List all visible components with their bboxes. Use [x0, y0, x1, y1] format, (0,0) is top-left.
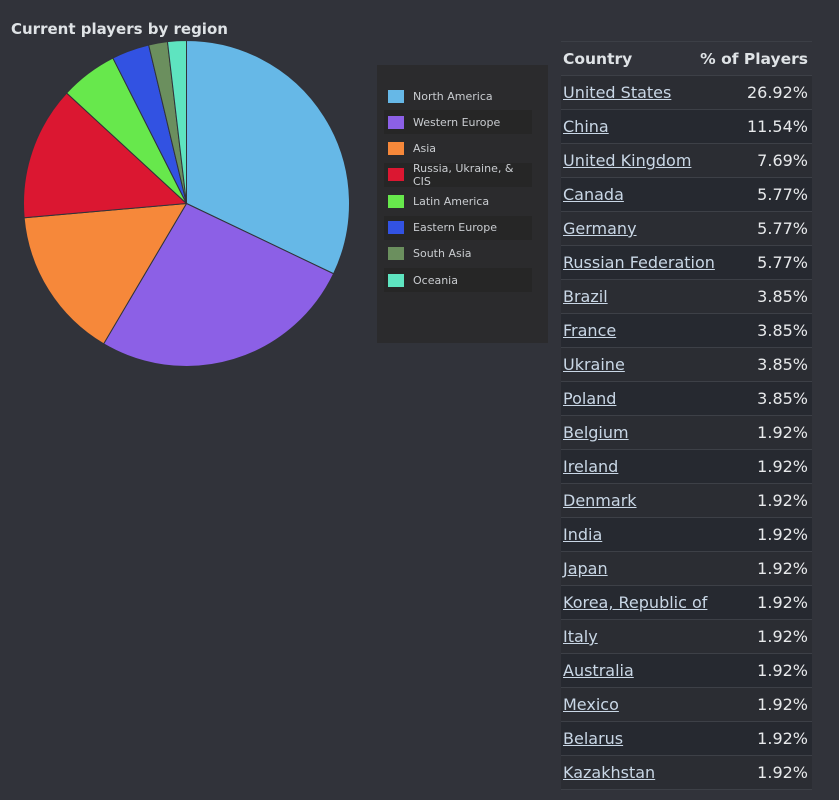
table-row: Belgium 1.92% [561, 416, 812, 450]
table-row: Mexico 1.92% [561, 688, 812, 722]
country-link[interactable]: Belarus [563, 729, 624, 748]
player-percentage: 1.92% [757, 593, 808, 612]
country-link[interactable]: Belgium [563, 423, 629, 442]
legend-label: South Asia [413, 247, 472, 261]
legend-swatch [388, 168, 404, 182]
legend-item[interactable]: Russia, Ukraine, & CIS [384, 161, 532, 188]
legend-label: Latin America [413, 194, 490, 208]
table-row: Japan 1.92% [561, 552, 812, 586]
legend-item[interactable]: Eastern Europe [384, 215, 532, 240]
table-row: Canada 5.77% [561, 178, 812, 212]
legend-label: Asia [413, 142, 437, 156]
country-link[interactable]: Australia [563, 661, 634, 680]
legend-label: Russia, Ukraine, & CIS [413, 161, 514, 188]
country-link[interactable]: China [563, 117, 609, 136]
player-percentage: 7.69% [757, 151, 808, 170]
country-link[interactable]: United States [563, 83, 672, 102]
player-percentage: 5.77% [757, 253, 808, 272]
player-percentage: 1.92% [757, 695, 808, 714]
table-row: Russian Federation 5.77% [561, 246, 812, 280]
table-row: United Kingdom 7.69% [561, 144, 812, 178]
legend-item[interactable]: South Asia [384, 242, 532, 266]
player-percentage: 3.85% [757, 355, 808, 374]
table-row: Poland 3.85% [561, 382, 812, 416]
table-row: France 3.85% [561, 314, 812, 348]
pie-slice-oceania [166, 39, 187, 204]
player-percentage: 1.92% [757, 457, 808, 476]
legend-label: North America [413, 89, 493, 103]
legend-item[interactable]: Latin America [384, 189, 532, 213]
legend-item[interactable]: Oceania [384, 268, 532, 293]
header-pct: % of Players [700, 49, 808, 68]
table-header-row: Country % of Players [561, 42, 812, 76]
country-link[interactable]: Mexico [563, 695, 619, 714]
chart-title: Current players by region [11, 20, 228, 38]
legend-swatch [388, 221, 404, 234]
table-row: Germany 5.77% [561, 212, 812, 246]
legend-label: Oceania [413, 273, 458, 287]
country-link[interactable]: Canada [563, 185, 624, 204]
player-percentage: 5.77% [757, 219, 808, 238]
country-link[interactable]: United Kingdom [563, 151, 692, 170]
player-percentage: 1.92% [757, 661, 808, 680]
player-percentage: 3.85% [757, 321, 808, 340]
player-percentage: 1.92% [757, 525, 808, 544]
country-link[interactable]: Ukraine [563, 355, 625, 374]
country-link[interactable]: Ireland [563, 457, 619, 476]
player-percentage: 1.92% [757, 763, 808, 782]
table-row: Ireland 1.92% [561, 450, 812, 484]
table-row: United States 26.92% [561, 76, 812, 110]
player-percentage: 11.54% [746, 117, 808, 136]
player-percentage: 3.85% [757, 287, 808, 306]
pie-slice-western-europe [102, 202, 335, 367]
table-row: Brazil 3.85% [561, 280, 812, 314]
country-link[interactable]: Denmark [563, 491, 637, 510]
country-link[interactable]: Japan [563, 559, 608, 578]
player-percentage: 1.92% [757, 491, 808, 510]
table-row: Belarus 1.92% [561, 722, 812, 756]
player-percentage: 3.85% [757, 389, 808, 408]
table-row: China 11.54% [561, 110, 812, 144]
player-percentage: 1.92% [757, 627, 808, 646]
table-row: Korea, Republic of 1.92% [561, 586, 812, 620]
country-link[interactable]: Germany [563, 219, 637, 238]
country-link[interactable]: Poland [563, 389, 617, 408]
player-percentage: 1.92% [757, 423, 808, 442]
player-percentage: 5.77% [757, 185, 808, 204]
table-row: Australia 1.92% [561, 654, 812, 688]
pie-slice-russia-ukraine-cis [23, 92, 188, 219]
legend-item[interactable]: Asia [384, 137, 532, 161]
player-percentage: 1.92% [757, 559, 808, 578]
country-table: Country % of Players United States 26.92%… [561, 41, 812, 790]
legend-item[interactable]: North America [384, 84, 532, 108]
country-link[interactable]: France [563, 321, 617, 340]
country-link[interactable]: Brazil [563, 287, 608, 306]
legend-label: Western Europe [413, 115, 501, 129]
table-row: Ukraine 3.85% [561, 348, 812, 382]
player-percentage: 1.92% [757, 729, 808, 748]
legend-swatch [388, 142, 404, 156]
legend-item[interactable]: Western Europe [384, 110, 532, 135]
legend-swatch [388, 247, 404, 261]
chart-legend: North America Western Europe Asia Russia, U… [377, 65, 548, 343]
legend-swatch [388, 273, 404, 287]
player-percentage: 26.92% [746, 83, 808, 102]
pie-slice-north-america [186, 39, 350, 275]
country-link[interactable]: Korea, Republic of [563, 593, 708, 612]
legend-swatch [388, 194, 404, 208]
legend-swatch [388, 115, 404, 129]
country-link[interactable]: Italy [563, 627, 598, 646]
legend-label: Eastern Europe [413, 221, 497, 234]
country-link[interactable]: Russian Federation [563, 253, 715, 272]
table-row: India 1.92% [561, 518, 812, 552]
country-link[interactable]: India [563, 525, 603, 544]
header-country: Country [563, 49, 633, 68]
table-row: Denmark 1.92% [561, 484, 812, 518]
region-pie-chart [23, 39, 350, 367]
legend-swatch [388, 89, 404, 103]
country-link[interactable]: Kazakhstan [563, 763, 656, 782]
table-row: Italy 1.92% [561, 620, 812, 654]
pie-slice-asia [23, 202, 188, 345]
table-row: Kazakhstan 1.92% [561, 756, 812, 790]
